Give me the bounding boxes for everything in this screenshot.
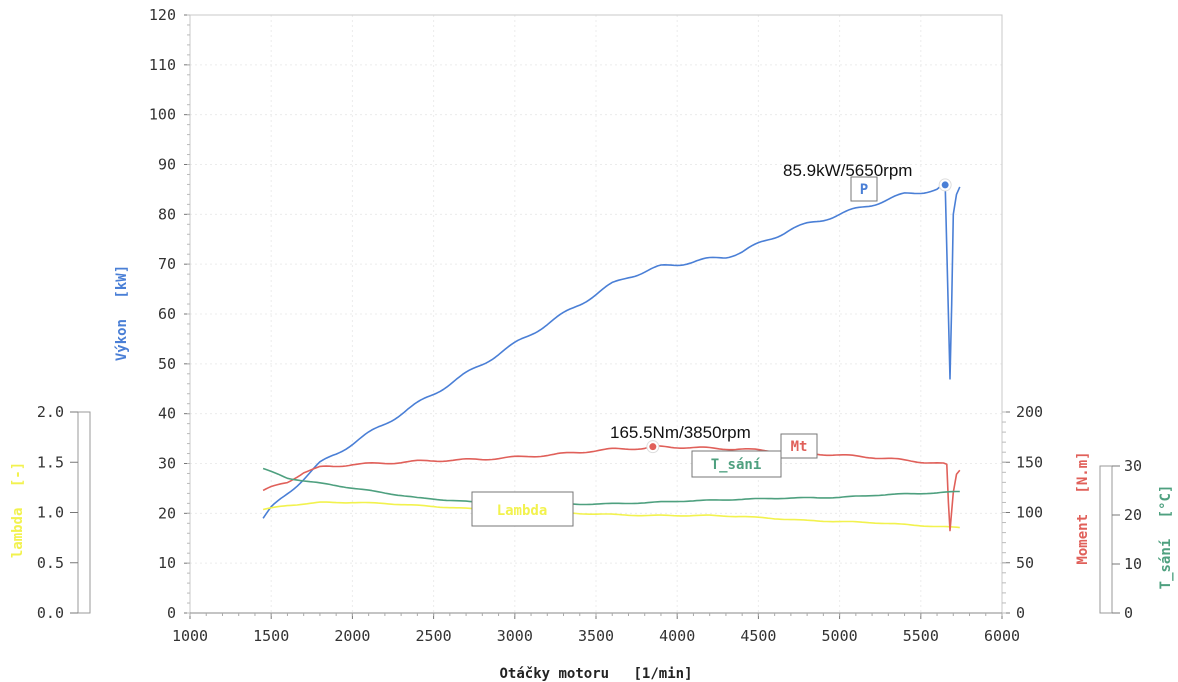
x-tick-label: 5500 bbox=[903, 627, 939, 645]
series-line-lambda bbox=[262, 501, 960, 529]
power-tick-label: 50 bbox=[158, 355, 176, 373]
lambda-axis: 0.0 0.5 1.0 1.5 2.0 bbox=[37, 403, 91, 622]
power-tick-label: 20 bbox=[158, 504, 176, 522]
intake-temp-axis-title-unit: [°C] bbox=[1158, 485, 1174, 519]
power-tick-label: 100 bbox=[149, 106, 176, 124]
peak-torque-label: 165.5Nm/3850rpm bbox=[610, 423, 751, 442]
series-tag-torque: Mt bbox=[780, 433, 818, 459]
torque-tick-label: 150 bbox=[1016, 453, 1043, 471]
power-tick-label: 40 bbox=[158, 405, 176, 423]
torque-tick-label: 50 bbox=[1016, 554, 1034, 572]
torque-tick-label: 200 bbox=[1016, 403, 1043, 421]
x-tick-label: 2000 bbox=[334, 627, 370, 645]
torque-tick-label: 100 bbox=[1016, 504, 1043, 522]
series-tag-lambda-text: Lambda bbox=[497, 503, 548, 519]
power-tick-label: 60 bbox=[158, 305, 176, 323]
x-axis-title: Otáčky motoru [1/min] bbox=[499, 666, 692, 682]
lambda-tick-label: 1.5 bbox=[37, 453, 64, 471]
intake-temp-tick-label: 10 bbox=[1124, 555, 1142, 573]
lambda-tick-label: 0.5 bbox=[37, 554, 64, 572]
intake-temp-tick-label: 0 bbox=[1124, 604, 1133, 622]
peak-power-marker bbox=[941, 181, 949, 189]
series-line-intake_temp bbox=[262, 467, 960, 506]
power-tick-label: 120 bbox=[149, 6, 176, 24]
series-line-torque bbox=[262, 444, 961, 532]
x-tick-label: 3000 bbox=[497, 627, 533, 645]
intake-temp-tick-label: 20 bbox=[1124, 506, 1142, 524]
series-tag-power-text: P bbox=[860, 182, 868, 198]
x-axis-ticks: 1000 1500 2000 2500 3000 3500 4000 4500 5000 5500… bbox=[172, 612, 1020, 645]
series-tag-intake-temp: T_sání bbox=[691, 450, 782, 478]
intake-temp-axis: 0 10 20 30 bbox=[1099, 457, 1142, 622]
power-axis-title: Výkon [kW] bbox=[114, 265, 130, 361]
peak-torque-marker bbox=[649, 443, 657, 451]
series-tag-lambda: Lambda bbox=[471, 491, 574, 527]
series-tag-torque-text: Mt bbox=[791, 439, 808, 455]
series-tag-intake-temp-text: T_sání bbox=[711, 457, 762, 473]
x-tick-label: 4000 bbox=[659, 627, 695, 645]
power-tick-label: 90 bbox=[158, 156, 176, 174]
lambda-tick-label: 2.0 bbox=[37, 403, 64, 421]
power-tick-label: 0 bbox=[167, 604, 176, 622]
power-tick-label: 10 bbox=[158, 554, 176, 572]
intake-temp-axis-title-main: T_sání bbox=[1158, 539, 1174, 590]
power-tick-label: 110 bbox=[149, 56, 176, 74]
x-axis-title-unit: [1/min] bbox=[634, 666, 693, 682]
power-axis-ticks: 0 10 20 30 40 50 60 70 80 90 100 110 120 bbox=[149, 6, 190, 622]
torque-axis-title: Moment [N.m] bbox=[1075, 451, 1091, 564]
series-line-power bbox=[262, 184, 961, 519]
torque-tick-label: 0 bbox=[1016, 604, 1025, 622]
peak-power-label: 85.9kW/5650rpm bbox=[783, 161, 912, 180]
x-tick-label: 1000 bbox=[172, 627, 208, 645]
intake-temp-tick-label: 30 bbox=[1124, 457, 1142, 475]
power-axis-title-main: Výkon bbox=[114, 319, 130, 361]
x-tick-label: 2500 bbox=[416, 627, 452, 645]
series-layer bbox=[262, 184, 961, 532]
x-tick-label: 4500 bbox=[740, 627, 776, 645]
power-axis-title-unit: [kW] bbox=[114, 265, 130, 299]
lambda-tick-label: 0.0 bbox=[37, 604, 64, 622]
power-tick-label: 80 bbox=[158, 205, 176, 223]
intake-temp-axis-title: T_sání [°C] bbox=[1158, 485, 1174, 590]
lambda-axis-title-unit: [-] bbox=[10, 462, 26, 487]
markers-layer bbox=[646, 178, 952, 454]
x-tick-label: 1500 bbox=[253, 627, 289, 645]
x-tick-label: 6000 bbox=[984, 627, 1020, 645]
power-tick-label: 30 bbox=[158, 455, 176, 473]
lambda-axis-title: lambda [-] bbox=[10, 462, 26, 558]
x-axis-title-main: Otáčky motoru bbox=[499, 666, 609, 682]
series-tag-power: P bbox=[850, 176, 878, 202]
lambda-axis-title-main: lambda bbox=[10, 508, 26, 559]
torque-axis-title-main: Moment bbox=[1075, 514, 1091, 565]
power-tick-label: 70 bbox=[158, 255, 176, 273]
intake-temp-axis-bar bbox=[1099, 465, 1113, 614]
torque-axis-title-unit: [N.m] bbox=[1075, 451, 1091, 493]
torque-axis-ticks: 0 50 100 150 200 bbox=[1002, 403, 1043, 622]
x-tick-label: 5000 bbox=[822, 627, 858, 645]
lambda-tick-label: 1.0 bbox=[37, 504, 64, 522]
x-tick-label: 3500 bbox=[578, 627, 614, 645]
